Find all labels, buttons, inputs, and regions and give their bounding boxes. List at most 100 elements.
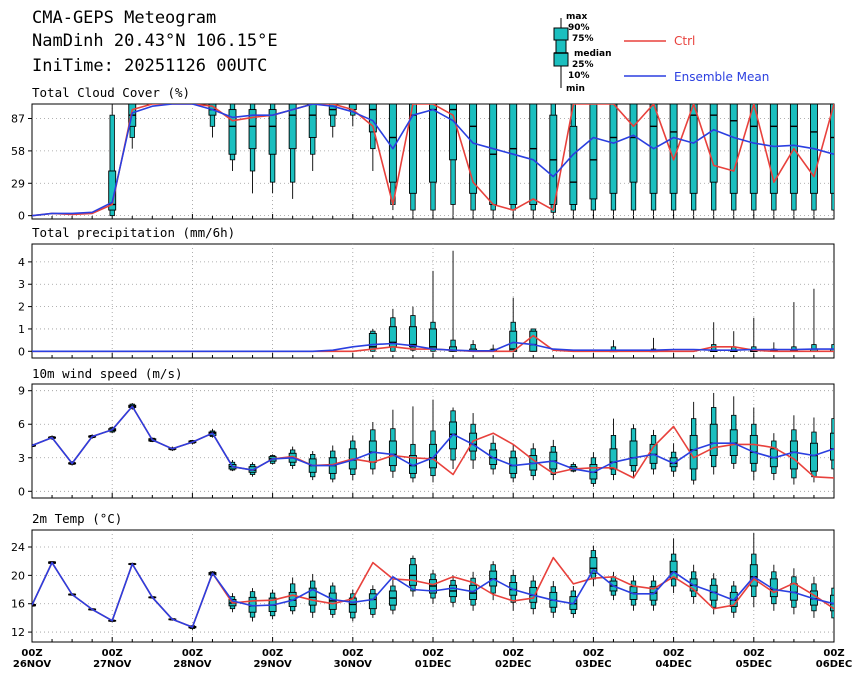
- box-mark: [851, 404, 858, 480]
- location-label: NamDinh 20.43°N 106.15°E: [32, 31, 278, 51]
- panel-title: 2m Temp (°C): [32, 511, 122, 526]
- box-mark: [669, 443, 678, 477]
- x-tick-label-time: 00Z: [503, 648, 524, 659]
- box-mark: [649, 429, 658, 475]
- box-inner: [308, 104, 317, 138]
- y-tick-label: 4: [18, 256, 25, 269]
- x-tick-label-date: 30NOV: [334, 659, 373, 670]
- box-mark: [32, 603, 36, 607]
- box-mark: [769, 104, 778, 216]
- box-mark: [729, 396, 738, 469]
- key-label-p10: 10%: [568, 71, 590, 81]
- key-label-p90: 90%: [568, 23, 590, 33]
- box-inner: [749, 564, 758, 587]
- x-tick-label-date: 01DEC: [415, 659, 451, 670]
- plot-area: [32, 392, 858, 487]
- box-inner: [851, 565, 858, 586]
- x-axis: 00Z26NOV00Z27NOV00Z28NOV00Z29NOV00Z30NOV…: [13, 648, 852, 670]
- box-mark: [328, 104, 337, 138]
- y-tick-label: 6: [18, 418, 25, 431]
- box-mark: [830, 406, 834, 475]
- box-mark: [810, 104, 818, 216]
- y-tick-label: 0: [18, 485, 25, 498]
- x-tick-label-time: 00Z: [262, 648, 283, 659]
- box-inner: [769, 104, 778, 194]
- box-mark: [469, 104, 478, 216]
- box-inner: [388, 440, 397, 467]
- y-tick-label: 0: [18, 210, 25, 223]
- box-mark: [429, 569, 437, 604]
- box-mark: [368, 422, 377, 475]
- box-mark: [449, 575, 457, 608]
- box-mark: [489, 435, 498, 475]
- box-inner: [810, 442, 818, 472]
- y-tick-label: 1: [18, 323, 25, 336]
- panel-2: Total precipitation (mm/6h) 0 1 2 3 4: [18, 225, 858, 359]
- ensemble-mean-line: [32, 561, 834, 628]
- box-inner: [830, 432, 834, 461]
- box-outer: [109, 114, 115, 217]
- box-inner: [851, 347, 858, 351]
- box-inner: [609, 448, 618, 470]
- box-inner: [709, 423, 718, 456]
- key-label-max: max: [566, 12, 587, 22]
- plot-area: [32, 104, 834, 217]
- box-mark: [729, 104, 738, 216]
- box-inner: [509, 330, 518, 352]
- box-inner: [749, 104, 758, 194]
- box-mark: [749, 104, 758, 216]
- series-legend: Ctrl Ensemble Mean: [624, 34, 769, 84]
- init-time-label: IniTime: 20251126 00UTC: [32, 56, 267, 76]
- box-mark: [629, 424, 638, 478]
- box-mark: [469, 340, 478, 352]
- box-inner: [429, 104, 437, 183]
- box-mark: [348, 435, 357, 481]
- box-inner: [569, 125, 578, 205]
- box-mark: [589, 452, 598, 487]
- box-inner: [709, 104, 718, 183]
- box-inner: [248, 109, 257, 150]
- box-mark: [348, 104, 357, 127]
- box-mark: [549, 104, 558, 216]
- box-inner: [589, 104, 598, 200]
- box-outer: [831, 344, 834, 352]
- x-tick-label-time: 00Z: [102, 648, 123, 659]
- box-mark: [409, 104, 417, 216]
- box-mark: [669, 538, 678, 594]
- box-plot-key: max 90% 75% median 25% 10% min: [553, 12, 612, 94]
- box-mark: [429, 270, 437, 352]
- box-inner: [749, 434, 758, 464]
- box-outer: [852, 556, 857, 594]
- box-mark: [409, 306, 417, 352]
- key-box-lower: [553, 52, 569, 67]
- box-inner: [609, 104, 618, 194]
- box-inner: [629, 440, 638, 467]
- x-tick-label-date: 02DEC: [495, 659, 531, 670]
- box-inner: [589, 557, 598, 574]
- box-mark: [228, 104, 237, 171]
- box-mark: [789, 415, 798, 485]
- box-mark: [749, 532, 758, 608]
- box-inner: [830, 348, 834, 352]
- box-mark: [308, 104, 317, 171]
- box-mark: [589, 104, 598, 216]
- x-tick-label-time: 00Z: [663, 648, 684, 659]
- box-mark: [268, 104, 277, 194]
- box-mark: [449, 104, 457, 216]
- box-mark: [368, 585, 377, 618]
- box-mark: [789, 104, 798, 216]
- box-inner: [669, 104, 678, 194]
- box-mark: [830, 104, 834, 216]
- box-mark: [709, 392, 718, 475]
- y-tick-label: 3: [18, 278, 25, 291]
- box-mark: [509, 444, 518, 483]
- x-tick-label-time: 00Z: [743, 648, 764, 659]
- box-inner: [429, 443, 437, 469]
- box-inner: [228, 109, 237, 155]
- box-inner: [429, 328, 437, 350]
- box-mark: [308, 573, 317, 618]
- box-mark: [810, 288, 818, 352]
- box-inner: [449, 104, 457, 161]
- ensemble-mean-line: [32, 405, 834, 474]
